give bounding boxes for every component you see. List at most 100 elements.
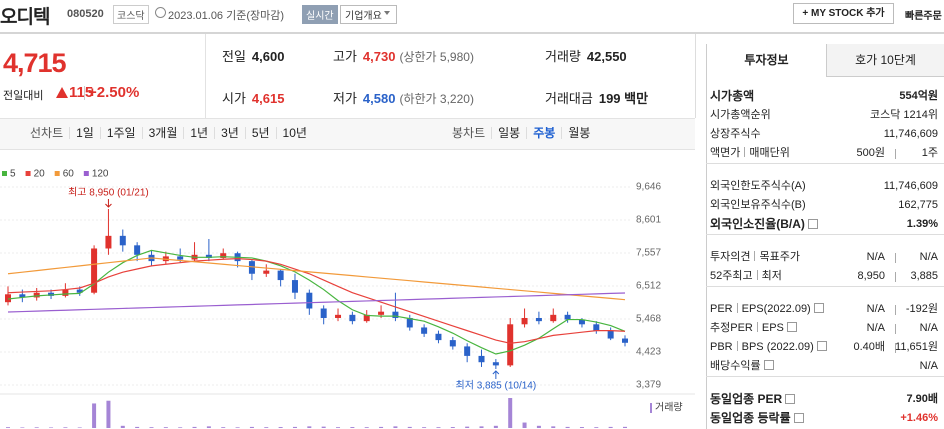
candle-body (33, 292, 40, 298)
row-labels: 추정PER EPS (710, 319, 797, 338)
row-value: N/A (866, 303, 885, 315)
realtime-button[interactable]: 실시간 (302, 5, 338, 24)
row-label: 상장주식수 (710, 128, 761, 140)
candle-body (205, 254, 212, 258)
info-row: 52주최고 최저 8,950 3,885 (710, 267, 940, 286)
row-value: 코스닥 1214위 (869, 109, 938, 121)
separator (736, 341, 738, 351)
period-tab[interactable]: 1주일 (99, 127, 142, 139)
candle-body (76, 289, 83, 293)
volume-label: 거래량 (655, 402, 683, 414)
separator (895, 149, 896, 159)
quick-order-button[interactable]: 빠른주문 (905, 11, 942, 22)
quote-value: 42,550 (586, 49, 627, 64)
candle-body (550, 314, 557, 322)
legend-swatch (2, 171, 7, 176)
volume-bar (608, 426, 613, 428)
row-labels: 액면가 매매단위 (710, 144, 790, 163)
legend-swatch (54, 171, 60, 176)
help-icon[interactable] (793, 413, 804, 423)
row-label: BPS (2022.09) (741, 341, 814, 353)
stock-name: 오디텍 (0, 7, 50, 28)
quote-item: 전일 4,600 (222, 46, 284, 65)
period-tab[interactable]: 3개월 (141, 127, 184, 139)
help-icon[interactable] (813, 303, 824, 313)
volume-bar (536, 425, 541, 428)
period-tab[interactable]: 10년 (275, 127, 313, 139)
current-price: 4,715 (3, 48, 67, 78)
chart: 9,646 8,601 7,557 6,512 5,468 4,423 3,379 5 20 60… (0, 169, 695, 428)
volume-bar (192, 426, 197, 428)
divider (706, 376, 944, 377)
period-tab[interactable]: 일봉 (491, 127, 526, 139)
row-label: 52주최고 (710, 270, 753, 282)
divider (706, 234, 944, 235)
row-value: 1.39% (906, 218, 938, 230)
volume-bar (565, 426, 570, 428)
my-stock-button[interactable]: + MY STOCK 추가 (793, 3, 894, 24)
candle-body (105, 235, 112, 249)
help-icon[interactable] (763, 360, 774, 370)
period-tab[interactable]: 1년 (183, 127, 214, 139)
info-row: 외국인한도주식수(A) 11,746,609 (710, 177, 940, 196)
candle-body (507, 324, 514, 366)
candle-body (607, 330, 614, 339)
row-label: 동일업종 등락률 (710, 411, 791, 425)
period-tab[interactable]: 5년 (244, 127, 276, 139)
candle-body (492, 362, 499, 366)
info-row: 상장주식수 11,746,609 (710, 125, 940, 144)
volume-bar (92, 403, 97, 428)
help-icon[interactable] (807, 219, 818, 229)
row-value: N/A (919, 251, 938, 263)
y-tick-label: 5,468 (636, 314, 661, 325)
separator (756, 322, 758, 332)
price-change: 115 (69, 84, 94, 101)
row-labels: 외국인소진율(B/A) (710, 215, 818, 234)
side-tab[interactable]: 투자정보 (707, 44, 826, 77)
candle-body (91, 248, 98, 293)
side-tab[interactable]: 호가 10단계 (826, 44, 944, 77)
candle-body (421, 327, 428, 334)
candle-body (335, 314, 342, 318)
y-tick-label: 4,423 (636, 347, 661, 358)
row-labels: 동일업종 등락률 (710, 409, 804, 428)
company-info-button[interactable]: 기업개요 (340, 5, 397, 24)
separator (754, 251, 756, 261)
moving-average-line (7, 257, 626, 344)
quote-label: 거래대금 (545, 91, 593, 106)
help-icon[interactable] (786, 322, 797, 332)
candle-body (622, 338, 628, 343)
candle-body (478, 355, 485, 363)
divider (706, 163, 944, 164)
divider (0, 32, 944, 34)
tab-label: 선차트 (30, 126, 64, 140)
y-tick-label: 9,646 (636, 182, 661, 193)
candle-body (392, 311, 399, 318)
candle-body (291, 280, 298, 293)
candle-body (521, 317, 528, 325)
period-tab[interactable]: 3년 (214, 127, 245, 139)
y-tick-label: 7,557 (636, 248, 661, 259)
low-annotation: 최저 3,885 (10/14) (456, 380, 537, 392)
separator (756, 270, 758, 280)
candle-body (62, 289, 69, 296)
quote-label: 저가 (333, 91, 357, 106)
high-annotation: 최고 8,950 (01/21) (68, 187, 149, 199)
y-tick-label: 8,601 (636, 215, 661, 226)
candle-body (406, 317, 413, 328)
period-tab[interactable]: 주봉 (526, 127, 561, 139)
period-tab[interactable]: 1일 (69, 127, 100, 139)
candle-body (449, 340, 456, 347)
period-tab[interactable]: 월봉 (561, 127, 596, 139)
help-icon[interactable] (816, 341, 827, 351)
candle-body (48, 292, 55, 296)
candle-body (134, 245, 141, 255)
info-row: 시가총액순위 코스닥 1214위 (710, 106, 940, 125)
row-label: EPS(2022.09) (741, 303, 811, 315)
help-icon[interactable] (785, 394, 796, 404)
candle-body (320, 308, 327, 318)
row-labels: 외국인한도주식수(A) (710, 177, 806, 196)
separator (736, 303, 738, 313)
separator (895, 272, 896, 282)
quote-value: 4,615 (251, 91, 285, 106)
